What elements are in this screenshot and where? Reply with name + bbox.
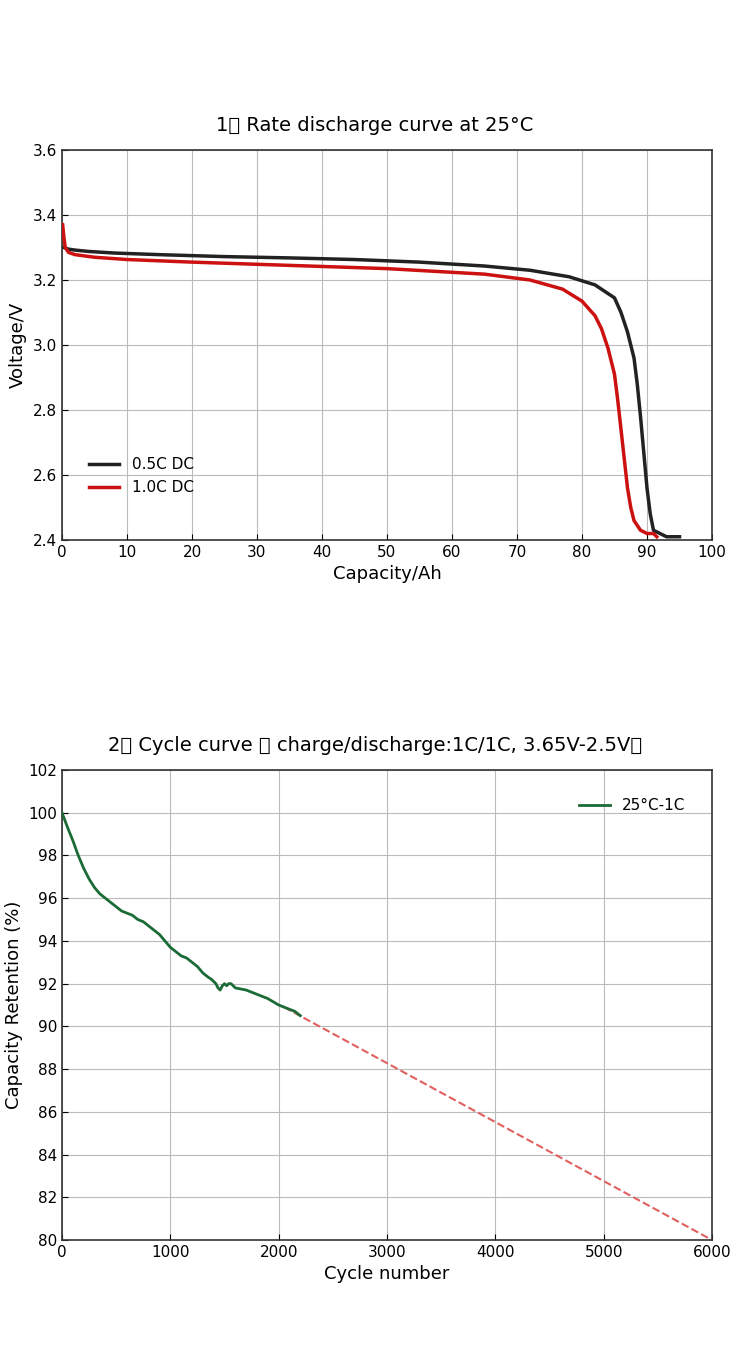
Legend: 0.5C DC, 1.0C DC: 0.5C DC, 1.0C DC xyxy=(82,451,200,501)
Text: 1、 Rate discharge curve at 25°C: 1、 Rate discharge curve at 25°C xyxy=(216,116,534,135)
Y-axis label: Voltage/V: Voltage/V xyxy=(9,302,27,389)
Y-axis label: Capacity Retention (%): Capacity Retention (%) xyxy=(4,900,22,1109)
Legend: 25°C-1C: 25°C-1C xyxy=(573,792,692,819)
X-axis label: Cycle number: Cycle number xyxy=(324,1266,450,1284)
X-axis label: Capacity/Ah: Capacity/Ah xyxy=(333,566,441,584)
Text: 2、 Cycle curve （ charge/discharge:1C/1C, 3.65V-2.5V）: 2、 Cycle curve （ charge/discharge:1C/1C,… xyxy=(108,737,642,756)
Text: Electrical Performance Diagram: Electrical Performance Diagram xyxy=(164,15,586,39)
